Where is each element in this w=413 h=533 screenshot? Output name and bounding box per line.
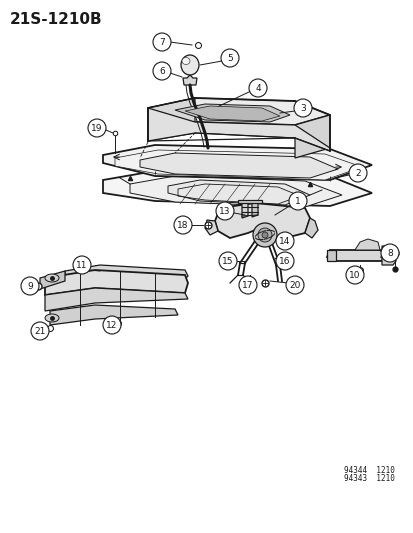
Circle shape	[238, 276, 256, 294]
Text: 14: 14	[279, 237, 290, 246]
Text: 20: 20	[289, 280, 300, 289]
Text: 4: 4	[254, 84, 260, 93]
Text: 21: 21	[34, 327, 45, 335]
Polygon shape	[45, 288, 188, 311]
Polygon shape	[45, 270, 188, 295]
Polygon shape	[354, 239, 379, 250]
Polygon shape	[326, 250, 384, 261]
Circle shape	[248, 79, 266, 97]
Polygon shape	[115, 150, 361, 180]
Circle shape	[275, 252, 293, 270]
Ellipse shape	[182, 58, 190, 64]
Text: 12: 12	[106, 320, 117, 329]
Text: 17: 17	[242, 280, 253, 289]
Text: 5: 5	[227, 53, 232, 62]
Polygon shape	[183, 75, 197, 85]
Text: 21S-1210B: 21S-1210B	[10, 12, 102, 27]
Polygon shape	[204, 220, 218, 235]
Polygon shape	[130, 176, 341, 207]
Text: 6: 6	[159, 67, 164, 76]
Polygon shape	[40, 271, 65, 289]
Text: 3: 3	[299, 103, 305, 112]
Polygon shape	[252, 201, 257, 217]
Text: 10: 10	[349, 271, 360, 279]
Polygon shape	[65, 265, 188, 281]
Polygon shape	[304, 218, 317, 238]
Polygon shape	[147, 108, 329, 151]
Circle shape	[380, 244, 398, 262]
Polygon shape	[147, 98, 329, 125]
Polygon shape	[147, 98, 195, 141]
Polygon shape	[50, 305, 178, 325]
Circle shape	[345, 266, 363, 284]
Polygon shape	[242, 201, 247, 218]
Polygon shape	[168, 180, 309, 205]
Circle shape	[257, 228, 271, 242]
Circle shape	[73, 256, 91, 274]
Circle shape	[221, 49, 238, 67]
Circle shape	[275, 232, 293, 250]
Circle shape	[293, 99, 311, 117]
Polygon shape	[103, 171, 371, 206]
Polygon shape	[237, 200, 261, 203]
Ellipse shape	[45, 314, 59, 322]
Polygon shape	[140, 153, 337, 178]
Polygon shape	[185, 106, 279, 121]
Text: 8: 8	[386, 248, 392, 257]
Text: 13: 13	[219, 206, 230, 215]
Text: 19: 19	[91, 124, 102, 133]
Circle shape	[88, 119, 106, 137]
Ellipse shape	[180, 55, 199, 75]
Circle shape	[173, 216, 192, 234]
Text: 2: 2	[354, 168, 360, 177]
Circle shape	[285, 276, 303, 294]
Text: 1: 1	[294, 197, 300, 206]
Polygon shape	[294, 115, 329, 158]
Circle shape	[288, 192, 306, 210]
Circle shape	[21, 277, 39, 295]
Text: 16: 16	[279, 256, 290, 265]
Circle shape	[216, 202, 233, 220]
Circle shape	[153, 33, 171, 51]
Polygon shape	[175, 104, 289, 122]
Circle shape	[218, 252, 236, 270]
Polygon shape	[381, 246, 395, 265]
Polygon shape	[326, 250, 335, 261]
Polygon shape	[103, 145, 371, 180]
Text: 15: 15	[222, 256, 233, 265]
Circle shape	[153, 62, 171, 80]
Text: 94343  1210: 94343 1210	[343, 474, 394, 483]
Circle shape	[103, 316, 121, 334]
Circle shape	[252, 223, 276, 247]
Text: 9: 9	[27, 281, 33, 290]
Text: 7: 7	[159, 37, 164, 46]
Circle shape	[261, 232, 267, 238]
Ellipse shape	[45, 274, 59, 282]
Text: 18: 18	[177, 221, 188, 230]
Circle shape	[31, 322, 49, 340]
Circle shape	[348, 164, 366, 182]
Polygon shape	[214, 203, 309, 238]
Text: 94344  1210: 94344 1210	[343, 466, 394, 475]
Text: 11: 11	[76, 261, 88, 270]
